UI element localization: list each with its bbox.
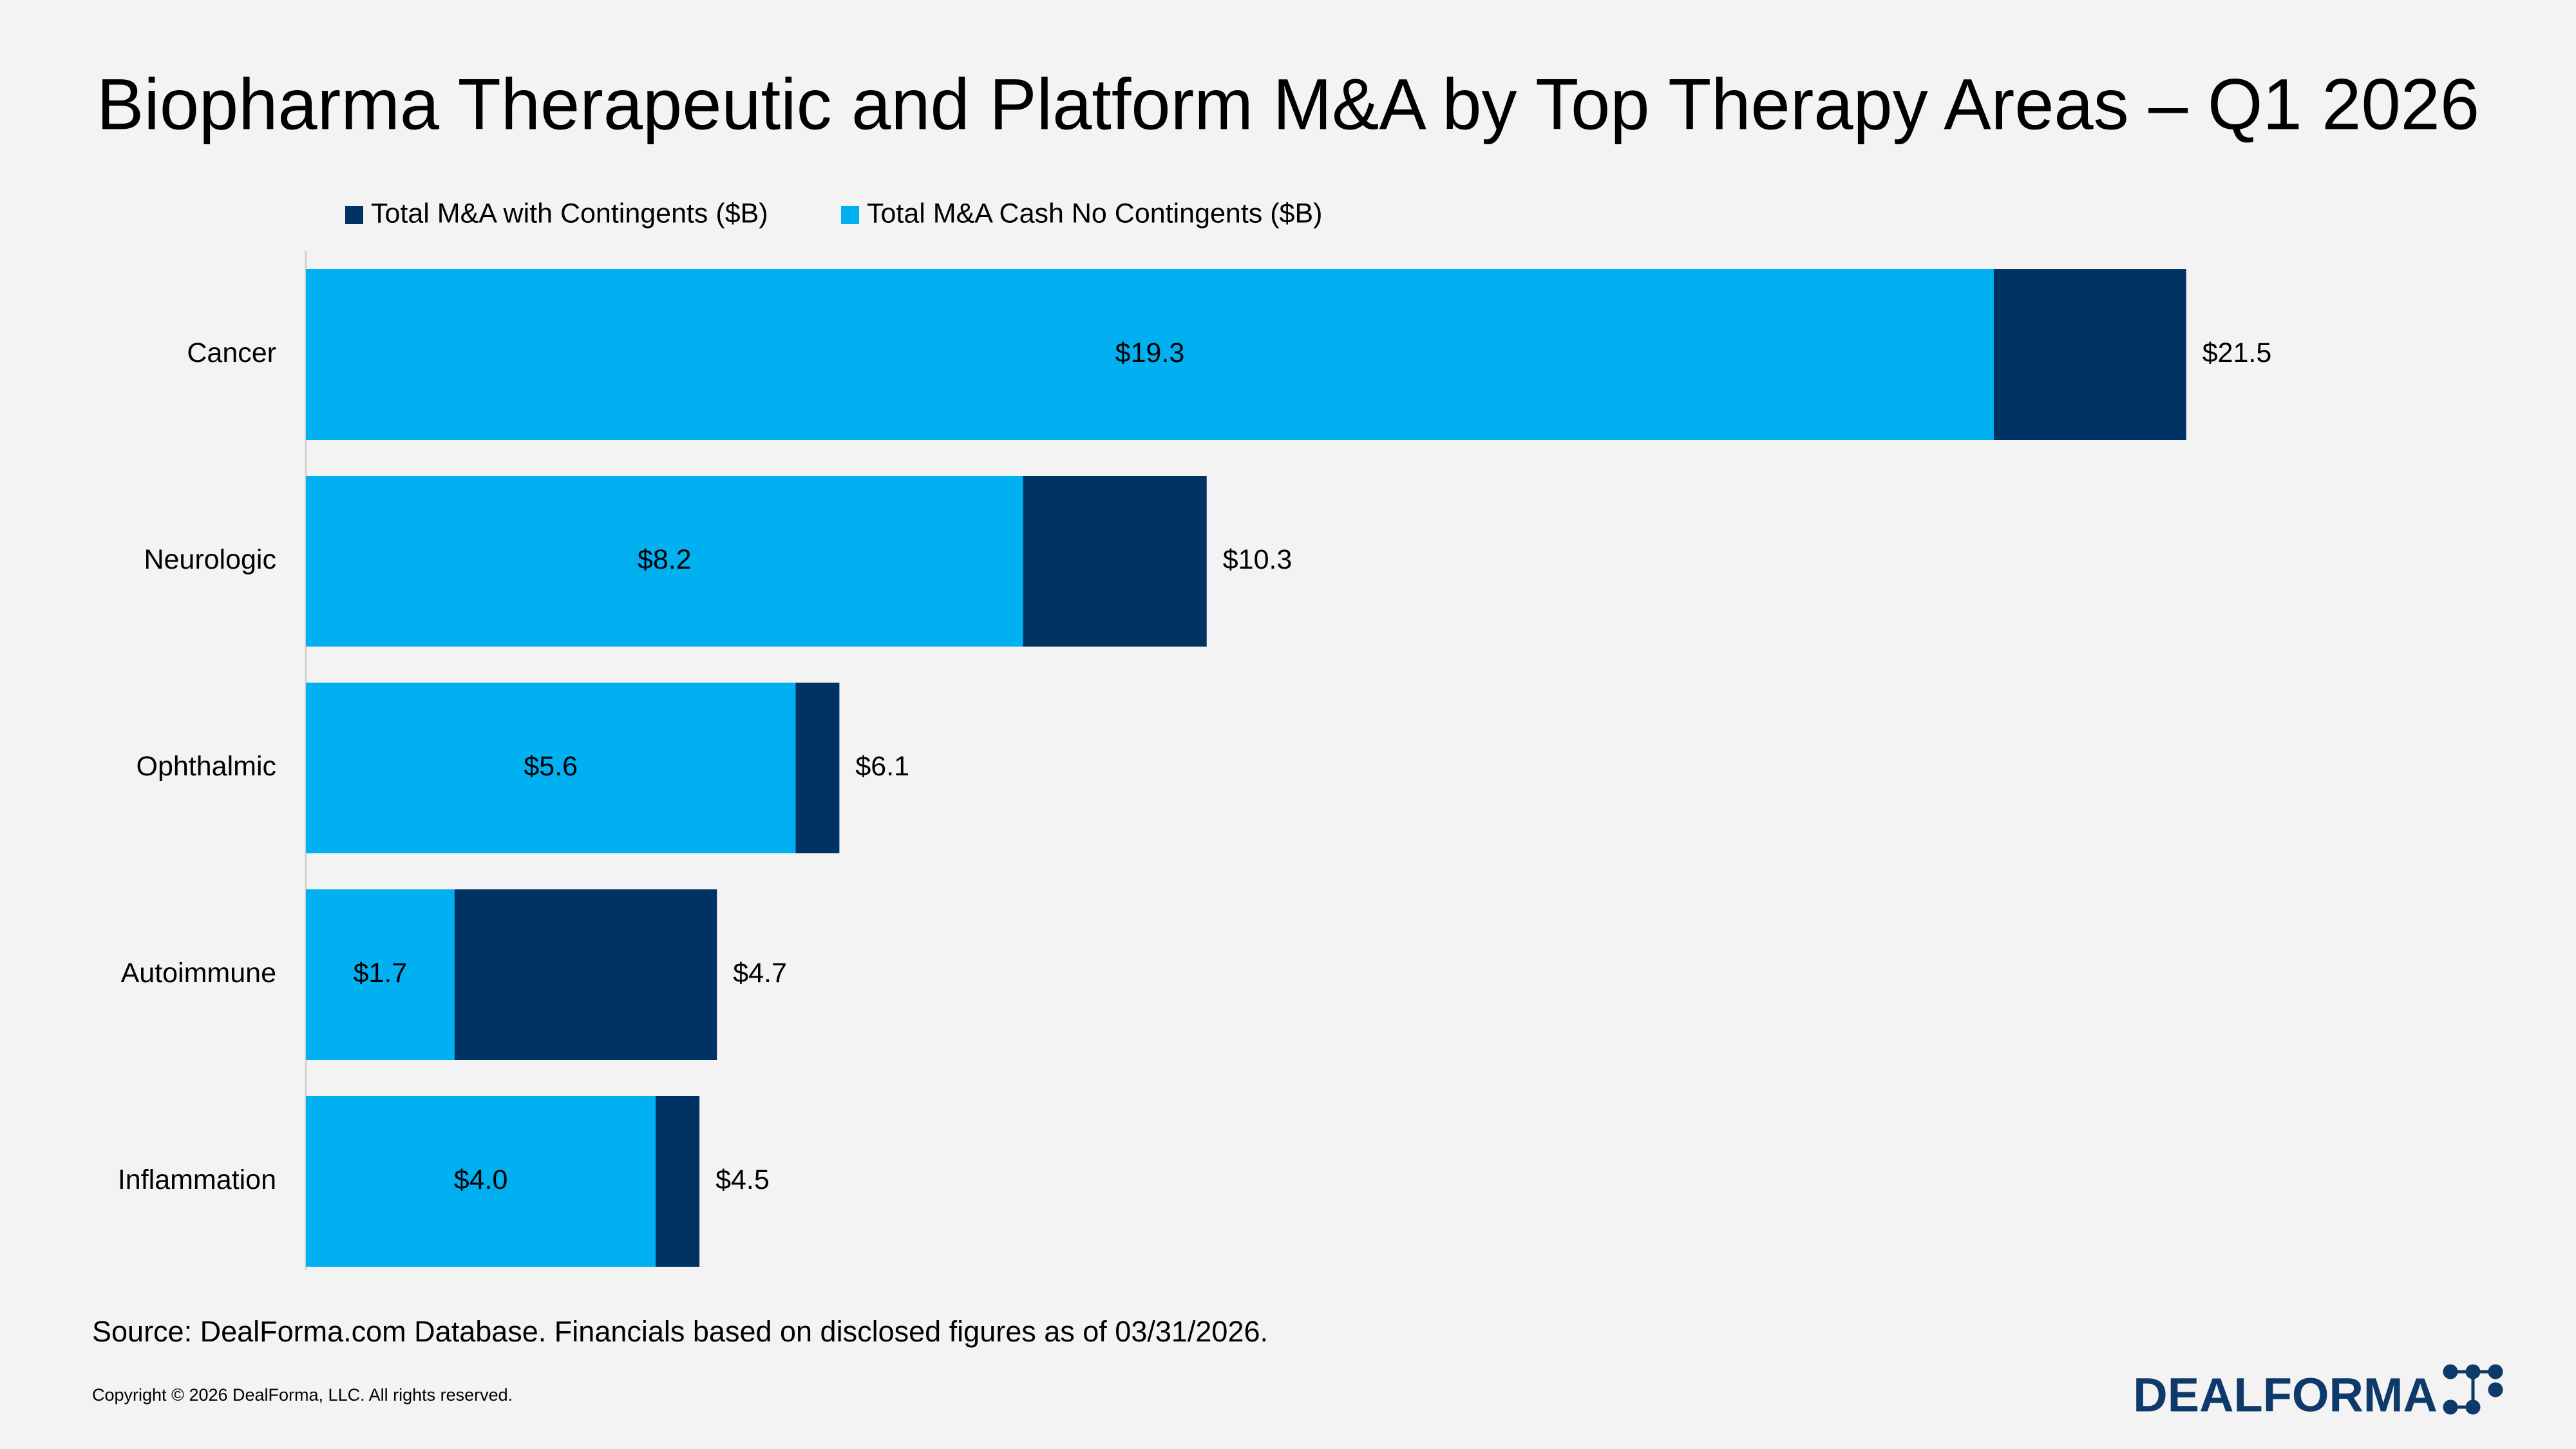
value-label: $21.5 — [2202, 337, 2272, 368]
legend-label: Total M&A with Contingents ($B) — [371, 198, 768, 229]
category-label: Ophthalmic — [137, 751, 276, 782]
value-label: $6.1 — [855, 751, 909, 782]
value-label: $5.6 — [524, 751, 578, 782]
bar — [306, 476, 1023, 647]
legend-swatch — [841, 206, 859, 224]
value-label: $1.7 — [354, 958, 408, 989]
category-label: Inflammation — [118, 1164, 276, 1195]
category-label: Neurologic — [144, 544, 276, 575]
chart-title: Biopharma Therapeutic and Platform M&A b… — [97, 64, 2479, 145]
bar — [306, 1096, 656, 1267]
legend-swatch — [345, 206, 363, 224]
legend-label: Total M&A Cash No Contingents ($B) — [867, 198, 1322, 229]
value-label: $10.3 — [1223, 544, 1293, 575]
value-label: $4.5 — [715, 1164, 770, 1195]
logo: DEALFORMA — [2133, 1368, 2438, 1422]
value-label: $4.0 — [454, 1164, 508, 1195]
value-label: $4.7 — [733, 958, 787, 989]
bar — [306, 683, 796, 853]
category-label: Autoimmune — [121, 958, 276, 989]
source-note: Source: DealForma.com Database. Financia… — [92, 1315, 1268, 1348]
category-label: Cancer — [187, 337, 276, 368]
bar — [306, 889, 455, 1060]
value-label: $8.2 — [638, 544, 692, 575]
logo-icon — [2443, 1364, 2503, 1415]
copyright: Copyright © 2026 DealForma, LLC. All rig… — [92, 1385, 513, 1405]
bar — [306, 269, 1994, 440]
value-label: $19.3 — [1115, 337, 1185, 368]
